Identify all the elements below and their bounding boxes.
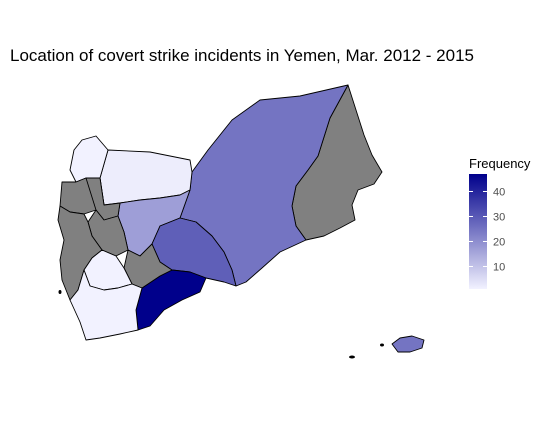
legend-colorbar (469, 174, 487, 289)
legend: Frequency 10 20 30 40 (469, 156, 531, 289)
yemen-map (57, 84, 425, 359)
legend-tick-label: 30 (493, 212, 505, 224)
legend-tick-label: 40 (493, 187, 505, 199)
legend-ticks: 10 20 30 40 (469, 187, 505, 274)
legend-tick-label: 20 (493, 237, 505, 249)
legend-title: Frequency (469, 156, 531, 171)
region-socotra (391, 335, 425, 353)
region-taizz (69, 269, 143, 341)
island-shape (58, 290, 62, 294)
island-shape (380, 343, 384, 347)
legend-tick-label: 10 (493, 262, 505, 274)
island-shape (349, 355, 355, 359)
map-title: Location of covert strike incidents in Y… (10, 46, 474, 65)
